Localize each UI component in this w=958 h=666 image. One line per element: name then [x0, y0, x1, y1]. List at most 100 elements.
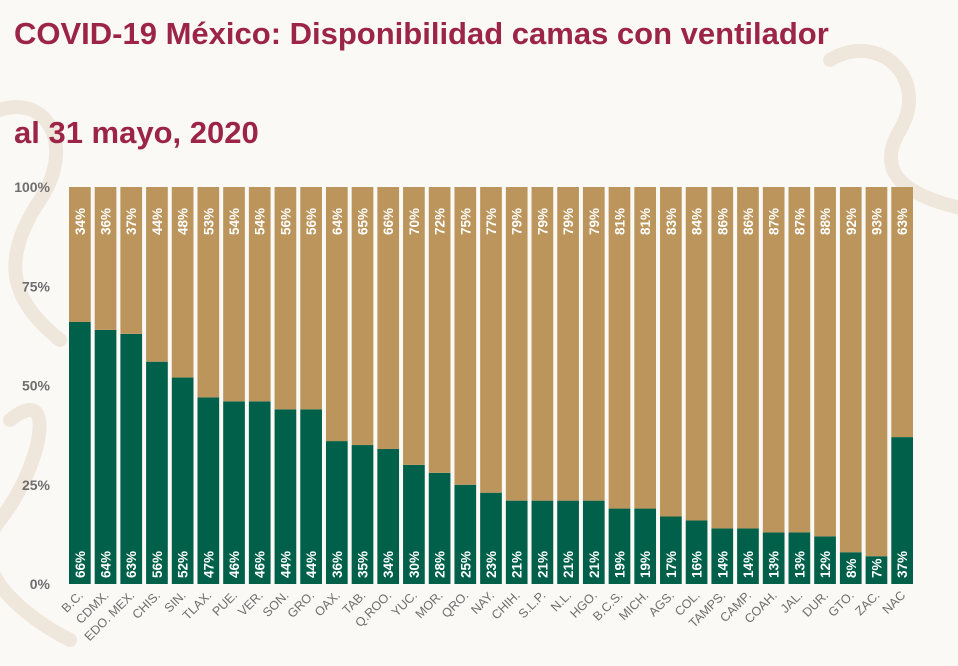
data-label-available: 54% — [253, 208, 268, 235]
data-label-available: 54% — [227, 208, 242, 235]
chart-subtitle: al 31 mayo, 2020 — [14, 115, 259, 150]
bar-available — [685, 187, 708, 521]
x-tick-label: TLAX. — [180, 588, 214, 622]
data-label-occupied: 21% — [587, 551, 602, 578]
bar-occupied — [146, 361, 168, 584]
bar-available — [377, 187, 400, 450]
data-label-occupied: 64% — [99, 551, 114, 578]
data-label-available: 64% — [330, 208, 345, 235]
data-label-occupied: 56% — [150, 551, 165, 578]
bar-occupied — [608, 508, 631, 584]
data-label-available: 56% — [278, 208, 293, 235]
data-label-occupied: 25% — [458, 551, 473, 578]
bar-available — [325, 187, 348, 442]
y-tick-label: 100% — [14, 179, 50, 195]
y-tick-label: 50% — [22, 378, 51, 394]
data-label-available: 34% — [73, 208, 88, 235]
data-label-occupied: 63% — [124, 551, 139, 578]
x-tick-label: ZAC. — [853, 588, 883, 618]
bar-occupied — [325, 441, 348, 584]
bar-occupied — [711, 528, 734, 584]
bar-occupied — [197, 397, 220, 584]
data-label-available: 79% — [535, 208, 550, 235]
data-label-available: 53% — [201, 208, 216, 235]
data-label-occupied: 19% — [612, 551, 627, 578]
data-label-available: 70% — [407, 208, 422, 235]
data-label-available: 66% — [381, 208, 396, 235]
data-label-occupied: 19% — [638, 551, 653, 578]
data-label-available: 36% — [99, 208, 114, 235]
data-label-available: 48% — [176, 208, 191, 235]
bar-available — [300, 187, 322, 410]
data-label-occupied: 35% — [356, 551, 371, 578]
bar-occupied — [300, 409, 322, 584]
x-tick-label: GRO. — [285, 588, 317, 620]
data-label-occupied: 46% — [227, 551, 242, 578]
data-label-occupied: 14% — [741, 551, 756, 578]
bar-occupied — [120, 333, 143, 584]
data-label-available: 84% — [690, 208, 705, 235]
x-tick-label: MOR. — [413, 588, 446, 621]
x-tick-label: MICH. — [616, 588, 651, 623]
bar-available — [120, 187, 143, 334]
bar-occupied — [274, 409, 297, 584]
data-label-occupied: 28% — [433, 551, 448, 578]
bar-available — [69, 187, 91, 322]
bar-occupied — [351, 445, 374, 584]
bar-available — [480, 187, 502, 493]
data-label-occupied: 36% — [330, 551, 345, 578]
data-label-available: 37% — [124, 208, 139, 235]
bar-occupied — [428, 472, 451, 584]
data-label-occupied: 13% — [792, 551, 807, 578]
data-label-available: 44% — [150, 208, 165, 235]
bar-available — [171, 187, 194, 378]
data-label-available: 86% — [741, 208, 756, 235]
x-tick-label: QRO. — [439, 588, 471, 620]
bar-available — [711, 187, 734, 529]
bar-available — [454, 187, 477, 485]
bar-available — [428, 187, 451, 473]
data-label-occupied: 44% — [304, 551, 319, 578]
data-label-occupied: 7% — [869, 558, 884, 578]
bar-occupied — [403, 464, 425, 584]
bar-occupied — [531, 500, 554, 584]
bar-occupied — [505, 500, 528, 584]
data-label-available: 79% — [587, 208, 602, 235]
bar-occupied — [454, 484, 477, 584]
data-label-available: 86% — [715, 208, 730, 235]
bar-available — [531, 187, 554, 501]
x-tick-label: DUR. — [800, 588, 832, 620]
bar-occupied — [634, 508, 657, 584]
bar-occupied — [737, 528, 759, 584]
bar-available — [814, 187, 836, 537]
x-tick-label: S.L.P. — [516, 588, 549, 621]
data-label-available: 88% — [818, 208, 833, 235]
data-label-occupied: 16% — [690, 551, 705, 578]
bar-available — [94, 187, 117, 330]
y-tick-label: 25% — [22, 477, 51, 493]
x-tick-label: NAC — [880, 588, 909, 617]
data-label-occupied: 30% — [407, 551, 422, 578]
data-label-available: 79% — [561, 208, 576, 235]
bar-available — [788, 187, 811, 533]
data-label-occupied: 47% — [201, 551, 216, 578]
data-label-available: 92% — [844, 208, 859, 235]
bar-available — [351, 187, 374, 446]
bar-available — [197, 187, 220, 398]
bar-occupied — [248, 401, 271, 584]
data-label-occupied: 52% — [176, 551, 191, 578]
bar-occupied — [557, 500, 579, 584]
bar-occupied — [865, 556, 888, 584]
data-label-available: 56% — [304, 208, 319, 235]
x-tick-label: CHIS. — [130, 588, 163, 621]
data-label-occupied: 44% — [278, 551, 293, 578]
data-label-available: 75% — [458, 208, 473, 235]
bar-occupied — [762, 532, 785, 584]
data-label-occupied: 13% — [767, 551, 782, 578]
bar-occupied — [582, 500, 605, 584]
x-tick-label: VER. — [235, 588, 266, 619]
bar-occupied — [685, 520, 708, 584]
bar-occupied — [69, 321, 91, 584]
data-label-occupied: 17% — [664, 551, 679, 578]
bar-occupied — [891, 437, 913, 584]
